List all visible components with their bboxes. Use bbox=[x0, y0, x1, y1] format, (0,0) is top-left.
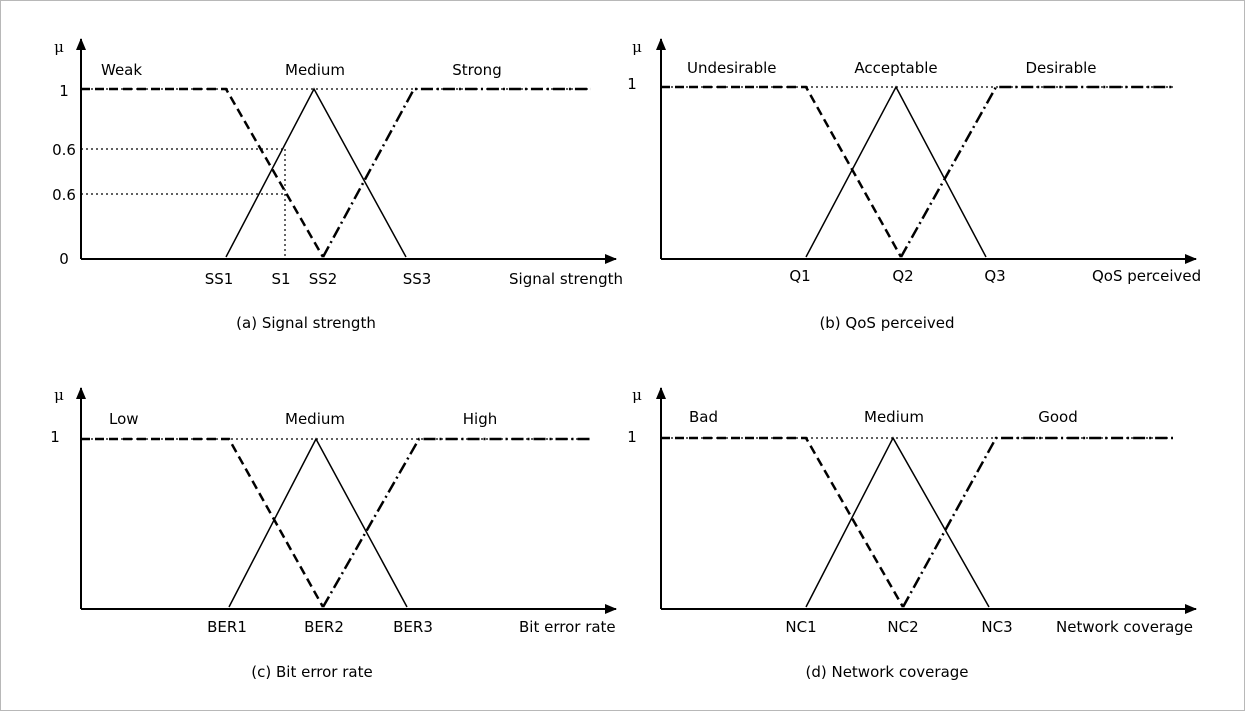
membership-low bbox=[661, 85, 903, 258]
x-tick-label: BER2 bbox=[304, 618, 344, 636]
y-tick-label: 1 bbox=[59, 82, 69, 100]
set-label: Desirable bbox=[1025, 59, 1096, 77]
y-tick-label: 0.6 bbox=[52, 186, 76, 204]
set-label: Strong bbox=[452, 61, 501, 79]
set-label: Undesirable bbox=[687, 59, 777, 77]
x-tick-label: NC3 bbox=[981, 618, 1012, 636]
x-tick-label: BER1 bbox=[207, 618, 247, 636]
membership-high bbox=[321, 87, 591, 258]
panel-a: μ 1 0.6 0.6 0 Weak Medium Strong SS1 S1 … bbox=[52, 38, 623, 332]
membership-high bbox=[901, 436, 1173, 608]
panel-caption: (b) QoS perceived bbox=[819, 314, 954, 332]
y-tick-label: 0.6 bbox=[52, 141, 76, 159]
panel-caption: (c) Bit error rate bbox=[251, 663, 372, 681]
panel-b: μ 1 Undesirable Acceptable Desirable Q1 … bbox=[627, 38, 1201, 332]
set-label: Low bbox=[109, 410, 139, 428]
set-label: High bbox=[463, 410, 497, 428]
set-label: Bad bbox=[689, 408, 718, 426]
x-axis-label: Network coverage bbox=[1056, 618, 1193, 636]
x-tick-label: NC2 bbox=[887, 618, 918, 636]
set-label: Medium bbox=[285, 61, 345, 79]
x-tick-label: Q3 bbox=[984, 267, 1005, 285]
y-tick-label: 1 bbox=[627, 75, 637, 93]
x-tick-label: SS1 bbox=[205, 270, 234, 288]
set-label: Weak bbox=[101, 61, 142, 79]
x-axis-label: Bit error rate bbox=[519, 618, 616, 636]
membership-low bbox=[661, 436, 905, 608]
y-axis-symbol: μ bbox=[632, 38, 642, 56]
membership-high bbox=[321, 437, 591, 608]
set-label: Medium bbox=[285, 410, 345, 428]
membership-low bbox=[81, 437, 325, 608]
membership-medium bbox=[805, 436, 990, 608]
x-axis-label: Signal strength bbox=[509, 270, 623, 288]
x-tick-label: SS2 bbox=[309, 270, 338, 288]
set-label: Acceptable bbox=[854, 59, 937, 77]
membership-low bbox=[81, 87, 325, 258]
set-label: Good bbox=[1038, 408, 1078, 426]
x-tick-label: Q1 bbox=[789, 267, 810, 285]
x-tick-label: NC1 bbox=[785, 618, 816, 636]
y-tick-label: 1 bbox=[50, 428, 60, 446]
x-tick-label: SS3 bbox=[403, 270, 432, 288]
panel-caption: (d) Network coverage bbox=[805, 663, 968, 681]
x-tick-label: BER3 bbox=[393, 618, 433, 636]
panel-caption: (a) Signal strength bbox=[236, 314, 376, 332]
y-axis-symbol: μ bbox=[54, 38, 64, 56]
set-label: Medium bbox=[864, 408, 924, 426]
x-axis-label: QoS perceived bbox=[1092, 267, 1201, 285]
x-tick-label: S1 bbox=[271, 270, 290, 288]
membership-medium bbox=[228, 437, 408, 608]
membership-medium bbox=[805, 85, 987, 258]
membership-medium bbox=[225, 87, 407, 258]
y-axis-symbol: μ bbox=[54, 386, 64, 404]
panel-c: μ 1 Low Medium High BER1 BER2 BER3 Bit e… bbox=[50, 386, 617, 681]
y-tick-label: 1 bbox=[627, 428, 637, 446]
y-tick-label: 0 bbox=[59, 250, 69, 268]
y-axis-symbol: μ bbox=[632, 386, 642, 404]
membership-high bbox=[899, 85, 1173, 258]
panel-d: μ 1 Bad Medium Good NC1 NC2 NC3 Network … bbox=[627, 386, 1197, 681]
x-tick-label: Q2 bbox=[892, 267, 913, 285]
